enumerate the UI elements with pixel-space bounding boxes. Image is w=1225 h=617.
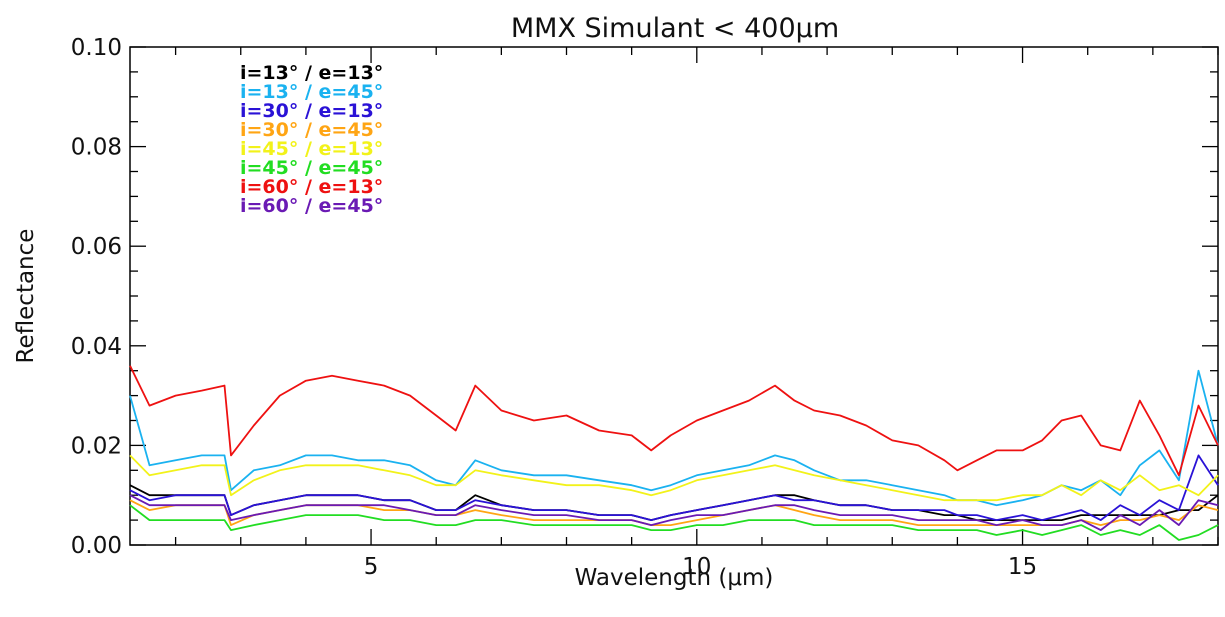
legend-entry-3: i=30° / e=13° — [240, 100, 383, 122]
x-axis-ticks: 5 10 15 — [174, 47, 1219, 580]
x-tick-label: 10 — [682, 554, 711, 580]
series-line-2 — [129, 369, 1219, 507]
x-axis-label: Wavelength (μm) — [575, 565, 774, 591]
y-tick-label: 0.02 — [71, 433, 122, 459]
y-tick-label: 0.10 — [71, 35, 122, 61]
legend-entry-5: i=45° / e=13° — [240, 138, 383, 160]
legend-entry-1: i=13° / e=13° — [240, 62, 383, 84]
legend-entry-7: i=60° / e=13° — [240, 176, 383, 198]
series-line-4 — [129, 499, 1219, 526]
legend-entry-4: i=30° / e=45° — [240, 119, 383, 141]
y-axis-label: Reflectance — [13, 229, 39, 364]
y-tick-label: 0.00 — [71, 533, 122, 559]
series-line-5 — [129, 454, 1219, 502]
series-line-3 — [129, 454, 1219, 521]
y-axis-ticks: 0.00 0.02 0.04 0.06 0.08 0.10 — [71, 35, 1218, 559]
series-line-6 — [129, 504, 1219, 541]
legend-entry-8: i=60° / e=45° — [240, 195, 383, 217]
legend: i=13° / e=13°i=13° / e=45°i=30° / e=13°i… — [240, 62, 383, 217]
chart-title: MMX Simulant < 400μm — [511, 13, 839, 44]
series-line-8 — [129, 494, 1219, 531]
y-tick-label: 0.08 — [71, 135, 122, 161]
series-line-7 — [129, 365, 1219, 477]
x-tick-label: 15 — [1008, 554, 1037, 580]
legend-entry-2: i=13° / e=45° — [240, 81, 383, 103]
y-tick-label: 0.06 — [71, 234, 122, 260]
legend-entry-6: i=45° / e=45° — [240, 157, 383, 179]
y-tick-label: 0.04 — [71, 334, 122, 360]
series-layer — [129, 365, 1219, 541]
x-tick-label: 5 — [364, 554, 379, 580]
